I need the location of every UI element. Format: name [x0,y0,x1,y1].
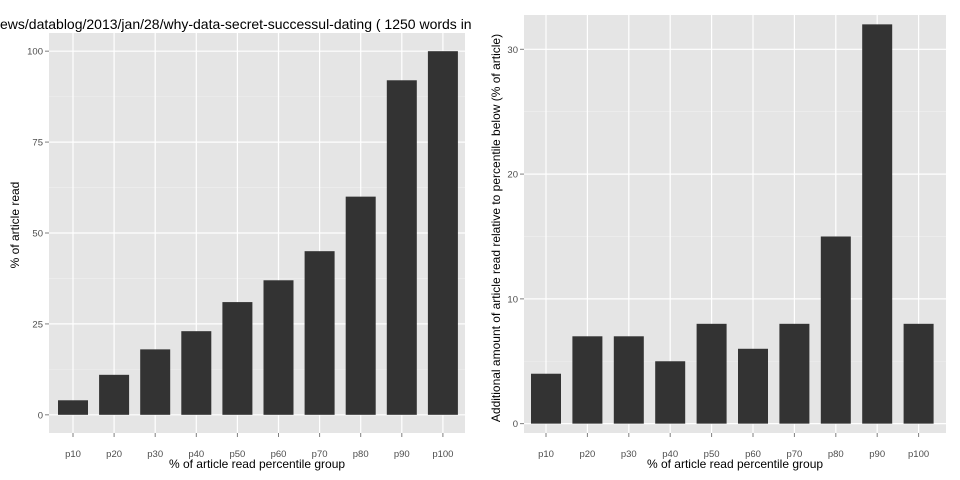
x-tick-label: p100 [908,449,929,460]
y-axis-title: Additional amount of article read relati… [489,34,503,422]
bar-p90 [862,24,893,424]
bar-p10 [58,400,88,415]
bar-p70 [304,251,335,415]
x-tick-label: p80 [828,449,844,460]
x-tick-label: p50 [704,449,720,460]
x-tick-label: p10 [538,449,554,460]
x-tick-label: p60 [271,449,287,460]
bar-p20 [99,374,130,415]
x-tick-label: p30 [621,449,637,460]
x-tick-label: p70 [312,449,328,460]
x-axis-title: % of article read percentile group [169,457,345,471]
bar-p80 [820,236,851,424]
page-title: ews/datablog/2013/jan/28/why-data-secret… [0,16,472,32]
x-tick-label: p60 [745,449,761,460]
bar-p30 [140,349,171,415]
x-tick-label: p100 [432,449,453,460]
chart-panel-2: 0 10 20 30 p10 p20 p30 p40 p50 p60 p70 p80 p90 p100 % … [489,15,946,471]
bar-p30 [613,336,644,424]
y-tick-label: 10 [507,294,518,305]
x-tick-label: p90 [869,449,885,460]
bar-p10 [531,373,561,424]
x-tick-label: p50 [229,449,245,460]
y-tick-label: 30 [507,45,518,56]
bar-p50 [222,302,253,415]
x-tick-label: p40 [188,449,204,460]
y-tick-label: 20 [507,170,518,181]
bar-p80 [345,196,376,415]
y-axis-title: % of article read [8,182,22,269]
bar-p60 [263,280,294,415]
x-tick-label: p80 [353,449,369,460]
bar-p70 [779,323,810,424]
bar-p40 [655,361,686,424]
bar-p60 [738,348,768,424]
x-tick-label: p40 [662,449,678,460]
x-tick-label: p20 [106,449,122,460]
x-tick-label: p10 [65,449,81,460]
bar-p100 [903,323,934,424]
x-tick-label: p70 [786,449,802,460]
bar-p100 [427,51,458,415]
x-tick-label: p30 [147,449,163,460]
bar-p90 [386,80,417,415]
y-tick-label: 25 [32,319,43,330]
x-tick-label: p90 [394,449,410,460]
y-tick-label: 75 [32,138,43,149]
x-axis-title: % of article read percentile group [647,457,823,471]
x-tick-label: p20 [579,449,595,460]
bar-p50 [696,323,727,424]
y-tick-label: 0 [38,410,43,421]
y-tick-label: 0 [513,419,518,430]
bar-p40 [181,331,212,415]
chart-panel-1: 0 25 50 75 100 p10 p20 p30 p40 p50 p60 p70 p80 p90 p10… [8,33,465,471]
y-tick-label: 50 [32,229,43,240]
bar-p20 [572,336,603,424]
y-tick-label: 100 [27,47,43,58]
